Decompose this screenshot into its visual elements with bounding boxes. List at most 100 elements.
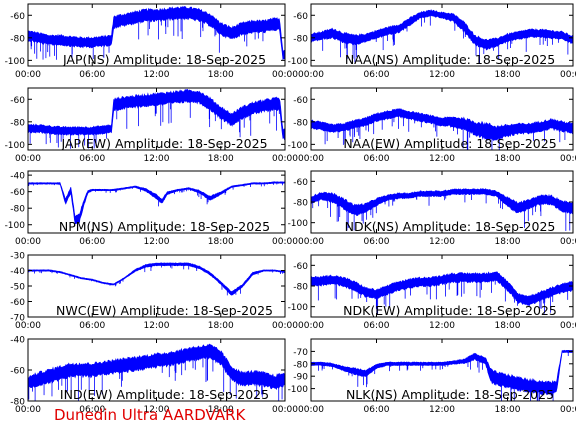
chart-title: IND(EW) Amplitude: 18-Sep-2025 [60,387,269,402]
chart-title: JAP(EW) Amplitude: 18-Sep-2025 [60,136,267,151]
x-tick-label: 12:00 [144,237,170,247]
x-tick-label: 00:00 [560,237,576,247]
x-tick-label: 00:00 [272,405,298,415]
x-tick-label: 12:00 [144,321,170,331]
series-trace-8-0 [28,343,285,391]
x-tick-label: 06:00 [79,405,105,415]
chart-panel-1: -60 -80 -100 00:00 06:00 12:00 18:00 00:00 NAA(N… [288,3,576,80]
footer-label: Dunedin Ultra AARDVARK [54,406,246,424]
x-tick-label: 18:00 [208,321,234,331]
y-tick-label: -80 [10,34,25,44]
x-tick-label: 00:00 [560,154,576,164]
y-tick-label: -100 [5,221,26,231]
x-tick-label: 18:00 [495,70,521,80]
y-tick-label: -60 [293,262,308,272]
x-tick-label: 00:00 [15,237,41,247]
y-tick-label: -100 [288,303,309,313]
x-tick-label: 00:00 [298,321,324,331]
x-tick-label: 12:00 [429,405,455,415]
series-trace-1-0 [311,9,573,51]
y-tick-label: -80 [293,118,308,128]
x-tick-label: 00:00 [298,70,324,80]
x-tick-label: 06:00 [364,70,390,80]
y-tick-label: -80 [293,360,308,370]
y-tick-label: -90 [293,373,308,383]
x-tick-label: 18:00 [495,405,521,415]
y-tick-label: -80 [10,205,25,215]
y-tick-label: -80 [293,283,308,293]
x-tick-label: 00:00 [15,321,41,331]
chart-panel-0: -60 -80 -100 00:00 06:00 12:00 18:00 00:00 JAP(N… [5,3,298,80]
chart-title: NAA(EW) Amplitude: 18-Sep-2025 [343,136,556,151]
y-tick-label: -100 [5,141,26,151]
x-tick-label: 00:00 [560,70,576,80]
y-tick-label: -60 [10,188,25,198]
x-tick-label: 00:00 [560,405,576,415]
chart-title: JAP(NS) Amplitude: 18-Sep-2025 [62,52,266,67]
x-tick-label: 12:00 [144,70,170,80]
x-tick-label: 00:00 [15,405,41,415]
y-tick-label: -60 [293,96,308,106]
x-tick-label: 12:00 [429,70,455,80]
x-tick-label: 06:00 [79,154,105,164]
y-tick-label: -60 [10,12,25,22]
x-tick-label: 06:00 [79,237,105,247]
series-trace-3-0 [311,108,573,142]
y-tick-label: -80 [293,34,308,44]
x-tick-label: 18:00 [208,237,234,247]
y-tick-label: -60 [10,367,25,377]
chart-title: NLK(NS) Amplitude: 18-Sep-2025 [346,387,554,402]
series-trace-0-0 [28,5,285,61]
chart-title: NWC(EW) Amplitude: 18-Sep-2025 [56,303,273,318]
x-tick-label: 12:00 [144,154,170,164]
x-tick-label: 18:00 [208,405,234,415]
y-tick-label: -100 [288,385,309,395]
y-tick-label: -30 [10,252,25,262]
y-tick-label: -40 [10,172,25,182]
x-tick-label: 00:00 [272,321,298,331]
chart-title: NDK(EW) Amplitude: 18-Sep-2025 [343,303,557,318]
y-tick-label: -80 [293,199,308,209]
y-tick-label: -40 [10,336,25,346]
x-tick-label: 18:00 [495,237,521,247]
chart-title: NDK(NS) Amplitude: 18-Sep-2025 [345,219,556,234]
x-tick-label: 00:00 [272,154,298,164]
y-tick-label: -60 [10,298,25,308]
series-trace-2-0 [28,88,285,142]
x-tick-label: 06:00 [364,237,390,247]
x-tick-label: 18:00 [208,70,234,80]
x-tick-label: 00:00 [15,70,41,80]
x-tick-label: 06:00 [79,70,105,80]
y-tick-label: -100 [288,57,309,67]
chart-panel-9: -70 -80 -90 -100 00:00 06:00 12:00 18:00 00:00 NL… [288,338,576,415]
chart-panel-2: -60 -80 -100 00:00 06:00 12:00 18:00 00:00 JAP(E… [5,87,298,164]
y-tick-label: -70 [293,348,308,358]
x-tick-label: 06:00 [364,321,390,331]
x-tick-label: 06:00 [364,154,390,164]
y-tick-label: -60 [10,96,25,106]
chart-panel-5: -60 -80 -100 00:00 06:00 12:00 18:00 00:00 NDK(N… [288,170,576,247]
x-tick-label: 18:00 [495,154,521,164]
series-trace-6-0 [28,262,285,296]
x-tick-label: 00:00 [298,405,324,415]
x-tick-label: 00:00 [272,70,298,80]
chart-panel-3: -60 -80 -100 00:00 06:00 12:00 18:00 00:00 NAA(E… [288,87,576,164]
series-trace-7-0 [311,271,573,306]
y-tick-label: -50 [10,283,25,293]
chart-title: NPM(NS) Amplitude: 18-Sep-2025 [59,219,270,234]
y-tick-label: -100 [5,57,26,67]
y-tick-label: -60 [293,178,308,188]
x-tick-label: 12:00 [144,405,170,415]
y-tick-label: -80 [10,118,25,128]
chart-title: NAA(NS) Amplitude: 18-Sep-2025 [345,52,555,67]
y-tick-label: -70 [10,314,25,324]
x-tick-label: 18:00 [208,154,234,164]
series-trace-5-0 [311,188,573,217]
x-tick-label: 18:00 [495,321,521,331]
x-tick-label: 12:00 [429,321,455,331]
x-tick-label: 12:00 [429,237,455,247]
